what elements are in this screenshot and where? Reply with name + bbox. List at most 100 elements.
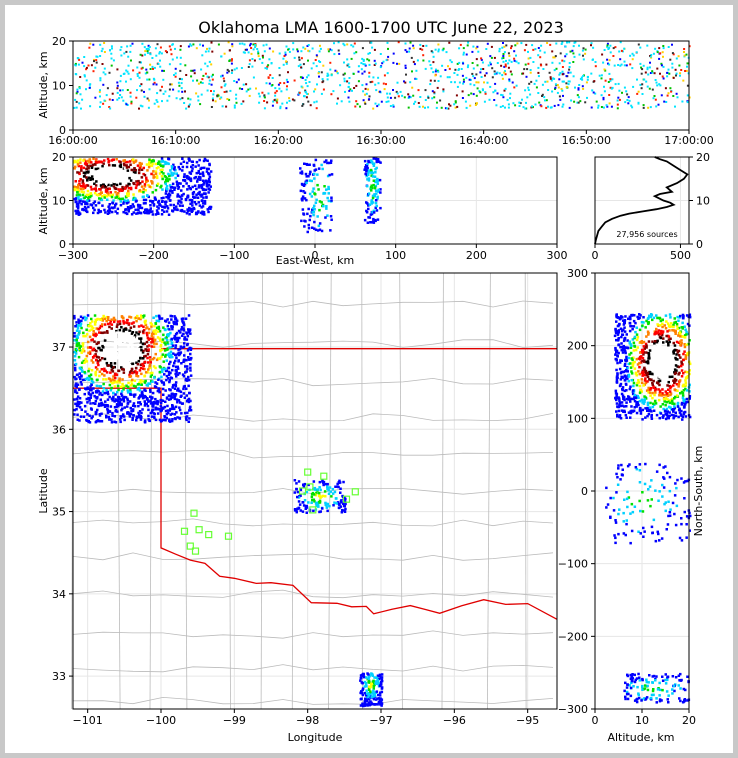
plan-view-source [154, 322, 157, 325]
time-height-source [659, 84, 662, 87]
plan-view-source [178, 389, 181, 393]
time-height-source [507, 103, 510, 106]
plan-view-source [120, 367, 124, 371]
plan-view-source [376, 680, 380, 683]
time-height-source [164, 50, 167, 53]
east-west-source [366, 202, 369, 205]
plan-view-source [114, 376, 117, 380]
plan-view-source [149, 402, 153, 405]
plan-view-source [173, 361, 176, 365]
plan-view-source [363, 702, 367, 705]
time-height-source [629, 54, 632, 57]
time-height-source [637, 43, 640, 46]
time-height-source [636, 78, 638, 81]
north-south-source [641, 401, 644, 404]
plan-view-source [334, 497, 338, 500]
time-height-source [185, 74, 188, 76]
time-height-source [526, 96, 529, 99]
north-south-source [624, 315, 627, 318]
north-south-source [657, 398, 661, 402]
plan-view-source [109, 379, 113, 382]
time-height-source [642, 64, 645, 67]
plan-view-source [81, 342, 85, 345]
east-west-source [106, 157, 110, 161]
east-west-source [145, 178, 148, 182]
time-height-source [238, 42, 241, 45]
plan-view-source [179, 345, 183, 348]
time-height-source [389, 105, 392, 107]
plan-view-source [94, 402, 97, 405]
plan-view-source [73, 339, 76, 342]
time-height-source [399, 90, 402, 93]
time-height-source [357, 65, 360, 68]
plan-view-source [362, 704, 365, 708]
east-west-source [164, 192, 168, 195]
time-height-source [437, 48, 440, 51]
plan-view-source [138, 349, 142, 352]
north-south-source [613, 334, 617, 338]
east-west-source [115, 183, 119, 187]
time-height-source [619, 58, 622, 61]
time-height-source [448, 67, 451, 70]
time-height-source [368, 71, 371, 74]
time-height-source [577, 96, 580, 99]
north-south-source [682, 372, 685, 375]
plan-view-source [128, 371, 132, 374]
east-west-source [376, 218, 380, 221]
time-height-source [476, 87, 479, 90]
east-west-source [329, 229, 332, 232]
time-height-source [240, 67, 243, 69]
east-west-source [171, 182, 175, 186]
plan-view-source [160, 317, 164, 320]
plan-view-source [95, 349, 98, 353]
time-height-source [193, 72, 196, 75]
east-west-source [107, 159, 111, 163]
plan-view-source [158, 337, 161, 340]
plan-view-source [149, 371, 152, 375]
plan-view-source [173, 413, 177, 416]
north-south-source [660, 394, 663, 397]
time-height-source [354, 105, 357, 108]
north-south-source [655, 362, 659, 366]
time-height-source [550, 79, 553, 82]
east-west-source [147, 183, 150, 187]
east-west-sources [73, 157, 382, 234]
time-height-source [223, 80, 226, 83]
east-west-source [130, 206, 133, 209]
plan-view-source [84, 318, 87, 322]
time-height-source [628, 99, 631, 102]
plan-view-source [139, 381, 142, 385]
time-height-source [427, 95, 430, 98]
east-west-source [148, 185, 151, 188]
time-height-source [385, 83, 387, 86]
plan-view-source [161, 406, 164, 410]
time-height-source [577, 87, 580, 90]
time-height-source [125, 80, 127, 83]
time-height-source [572, 61, 575, 63]
time-height-source [127, 72, 130, 75]
plan-view-source [118, 328, 122, 332]
y-tick-label: 10 [696, 195, 710, 208]
plan-view-source [171, 418, 174, 421]
time-height-source [120, 46, 123, 49]
north-south-source [628, 329, 632, 333]
east-west-source [327, 192, 330, 195]
east-west-source [148, 161, 151, 164]
time-height-source [558, 95, 561, 98]
east-west-source [138, 161, 142, 165]
plan-view-source [144, 371, 148, 374]
plan-view-source [80, 319, 83, 323]
time-height-source [434, 70, 437, 73]
east-west-source [303, 225, 306, 228]
plan-view-source [78, 331, 81, 335]
east-west-source [114, 196, 117, 199]
time-height-source [646, 44, 649, 47]
plan-view-source [189, 369, 192, 372]
plan-view-source [159, 405, 163, 408]
plan-view-source [296, 507, 299, 510]
time-height-source [76, 90, 79, 93]
time-height-source [567, 80, 570, 83]
time-height-source [584, 52, 587, 55]
plan-view-source [111, 399, 114, 402]
